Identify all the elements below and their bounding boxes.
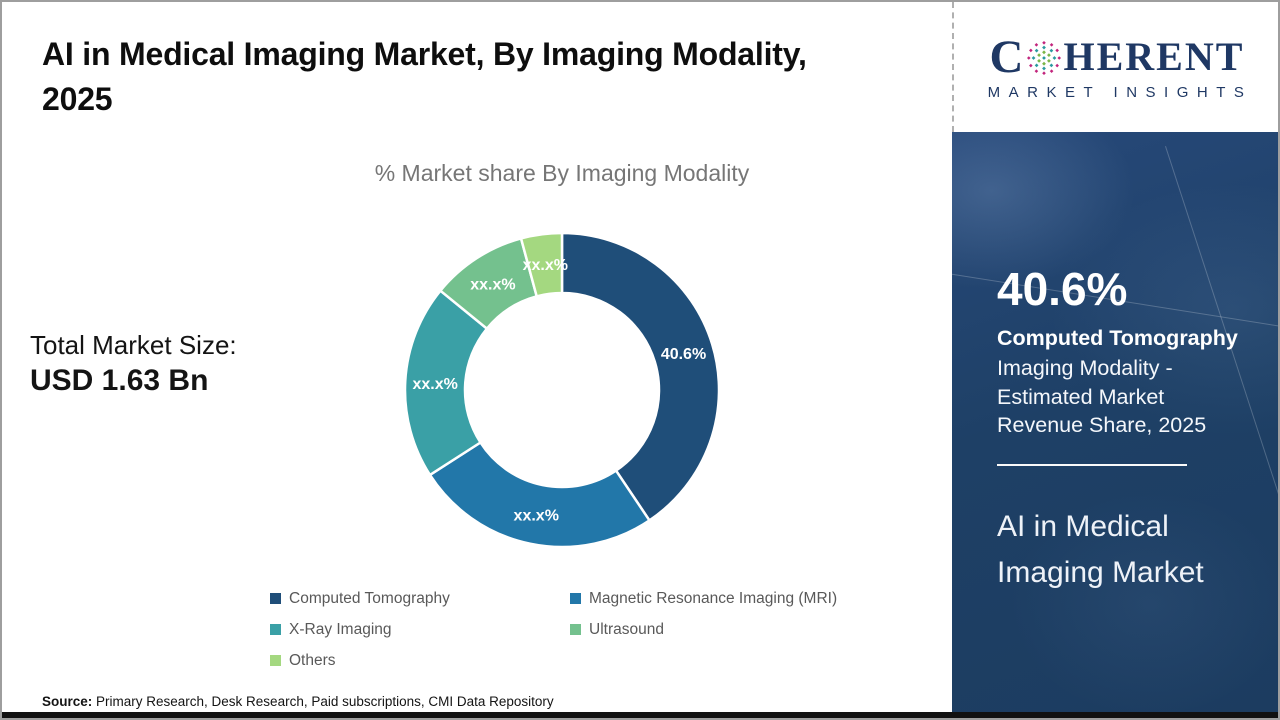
legend-label: X-Ray Imaging [289,621,392,638]
legend-label: Computed Tomography [289,590,450,607]
donut-segment-2 [428,440,652,549]
highlight-segment-name: Computed Tomography [997,326,1238,350]
panel-divider [997,463,1187,466]
legend-swatch [270,593,281,604]
donut-segment-5 [519,231,564,298]
slice-label-2: xx.x% [514,507,559,524]
source-text: Primary Research, Desk Research, Paid su… [92,694,554,709]
source-label: Source: [42,694,93,709]
page-title: AI in Medical Imaging Market, By Imaging… [42,36,807,117]
legend-item: Computed Tomography [270,589,570,610]
source-line: Source: Primary Research, Desk Research,… [42,694,554,709]
legend-label: Ultrasound [589,621,664,638]
legend-item: Others [270,651,570,672]
donut-segment-1 [560,231,721,523]
legend-swatch [570,624,581,635]
legend-item: Magnetic Resonance Imaging (MRI) [570,589,910,610]
legend-swatch [270,655,281,666]
total-market-size-label: Total Market Size: [30,330,237,360]
donut-chart: 40.6% xx.x% xx.x% xx.x% xx.x% [390,218,734,562]
highlight-description: Imaging Modality - Estimated Market Reve… [997,356,1207,437]
slice-label-3: xx.x% [413,376,458,393]
donut-chart-svg: 40.6% xx.x% xx.x% xx.x% xx.x% [403,231,721,549]
highlight-content: 40.6% Computed Tomography Imaging Modali… [952,132,1278,596]
bottom-bar [2,712,1278,718]
total-market-size-value: USD 1.63 Bn [30,364,209,397]
chart-title: % Market share By Imaging Modality [374,160,750,186]
world-map-texture [952,132,1278,718]
panel-market-name: AI in Medical Imaging Market [997,509,1204,589]
legend-swatch [270,624,281,635]
logo-word-rest: HERENT [1063,34,1245,79]
brand-logo: C HERENT MARKET INSIGHTS [952,2,1278,132]
slice-label-5: xx.x% [523,257,568,274]
legend-swatch [570,593,581,604]
legend-label: Others [289,652,336,669]
slice-label-4: xx.x% [470,276,515,293]
legend-label: Magnetic Resonance Imaging (MRI) [589,590,838,607]
brand-tagline: MARKET INSIGHTS [987,83,1253,101]
brand-logo-wordmark: C HERENT [989,30,1245,83]
highlight-value: 40.6% [997,263,1128,315]
legend-item: X-Ray Imaging [270,620,570,641]
total-market-size-block: Total Market Size: USD 1.63 Bn [30,328,237,400]
legend-item: Ultrasound [570,620,910,641]
globe-dots-icon [1026,40,1061,76]
slice-label-1: 40.6% [661,346,706,363]
highlight-panel: 40.6% Computed Tomography Imaging Modali… [952,132,1278,718]
chart-legend: Computed Tomography Magnetic Resonance Im… [270,589,910,672]
logo-letter-c: C [989,30,1024,83]
